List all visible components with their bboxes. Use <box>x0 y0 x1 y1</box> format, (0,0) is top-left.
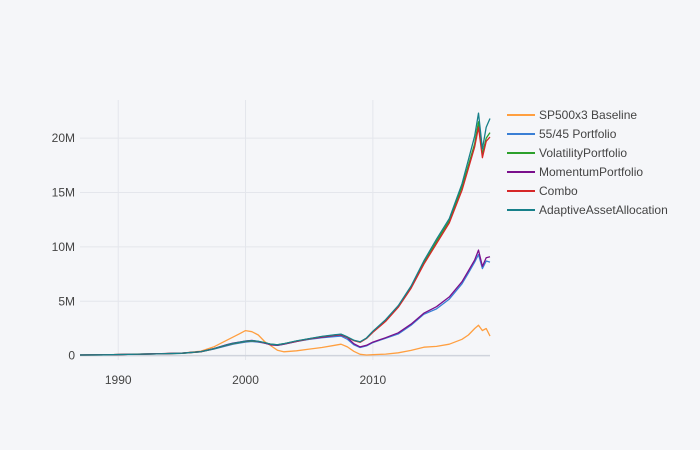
legend-item[interactable]: Combo <box>507 184 578 198</box>
y-tick-label: 0 <box>68 349 75 363</box>
y-tick-label: 15M <box>52 185 75 199</box>
legend-label: AdaptiveAssetAllocation <box>539 203 668 217</box>
legend-label: VolatilityPortfolio <box>539 146 627 160</box>
axes: 1990 2000 2010 0 5M 10M 15M 20M <box>52 131 387 387</box>
legend-label: Combo <box>539 184 578 198</box>
legend-item[interactable]: VolatilityPortfolio <box>507 146 627 160</box>
x-tick-label: 1990 <box>105 373 132 387</box>
legend-item[interactable]: SP500x3 Baseline <box>507 108 637 122</box>
series-line-sp500x3-baseline[interactable] <box>79 324 491 356</box>
y-tick-label: 5M <box>58 294 75 308</box>
x-tick-label: 2010 <box>360 373 387 387</box>
legend-item[interactable]: 55/45 Portfolio <box>507 127 617 141</box>
legend-item[interactable]: AdaptiveAssetAllocation <box>507 203 668 217</box>
series-line-adaptiveassetallocation[interactable] <box>79 112 491 356</box>
x-tick-label: 2000 <box>232 373 259 387</box>
y-tick-label: 20M <box>52 131 75 145</box>
legend-label: SP500x3 Baseline <box>539 108 637 122</box>
legend-item[interactable]: MomentumPortfolio <box>507 165 643 179</box>
legend-label: MomentumPortfolio <box>539 165 643 179</box>
series-lines <box>79 112 491 356</box>
legend-label: 55/45 Portfolio <box>539 127 617 141</box>
legend[interactable]: SP500x3 Baseline 55/45 Portfolio Volatilit… <box>507 108 668 217</box>
y-tick-label: 10M <box>52 240 75 254</box>
gridlines <box>80 100 490 360</box>
